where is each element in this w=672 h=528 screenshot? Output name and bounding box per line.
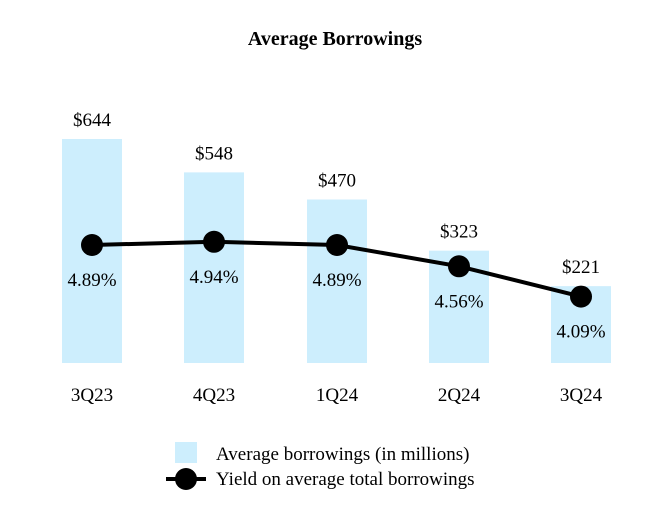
yield-value-label: 4.94% <box>189 267 238 288</box>
yield-value-label: 4.09% <box>556 322 605 343</box>
chart-title: Average Borrowings <box>248 28 422 50</box>
bar-value-label: $323 <box>440 222 478 243</box>
legend-label-bar: Average borrowings (in millions) <box>216 444 469 465</box>
yield-point-1Q24 <box>326 234 348 256</box>
bar-1Q24 <box>307 199 367 363</box>
bar-value-label: $221 <box>562 257 600 278</box>
yield-value-label: 4.89% <box>67 270 116 291</box>
x-tick-labels: 3Q23 4Q23 1Q24 2Q24 3Q24 <box>71 385 603 406</box>
yield-point-3Q23 <box>81 234 103 256</box>
line-group <box>81 230 592 308</box>
labels-group: $644 4.89% $548 4.94% $470 4.89% $323 4.56% $221… <box>67 110 605 343</box>
bar-4Q23 <box>184 172 244 363</box>
yield-point-4Q23 <box>203 230 225 253</box>
yield-value-label: 4.56% <box>434 291 483 312</box>
bar-value-label: $644 <box>73 110 112 131</box>
yield-value-label: 4.89% <box>312 270 361 291</box>
x-tick-label: 1Q24 <box>316 385 359 406</box>
yield-point-2Q24 <box>448 255 470 278</box>
bar-value-label: $470 <box>318 171 356 192</box>
x-tick-label: 4Q23 <box>193 385 235 406</box>
legend-swatch-bar <box>175 442 197 463</box>
yield-point-3Q24 <box>570 285 592 308</box>
bar-value-label: $548 <box>195 143 233 164</box>
x-tick-label: 3Q24 <box>560 385 603 406</box>
legend: Average borrowings (in millions) Yield o… <box>166 442 475 490</box>
legend-swatch-marker <box>175 468 197 490</box>
x-tick-label: 2Q24 <box>438 385 481 406</box>
x-tick-label: 3Q23 <box>71 385 113 406</box>
legend-label-line: Yield on average total borrowings <box>216 469 475 490</box>
